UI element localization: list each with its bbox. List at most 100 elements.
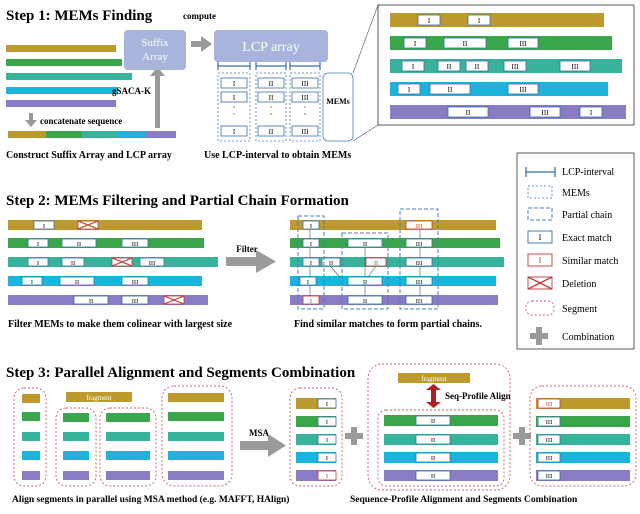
step2-caption-left: Filter MEMs to make them colinear with l… — [8, 319, 233, 330]
legend-chain-label: Partial chain — [562, 210, 612, 221]
svg-text:III: III — [546, 437, 553, 444]
svg-text:II: II — [329, 260, 333, 267]
svg-text:II: II — [363, 279, 367, 286]
svg-text:I: I — [310, 298, 312, 305]
gsaca-arrow — [150, 67, 165, 128]
filter-arrow — [226, 250, 276, 273]
partial-chains — [297, 208, 439, 310]
svg-text:III: III — [416, 298, 423, 305]
svg-text:III: III — [520, 40, 528, 48]
legend-chain-icon — [527, 207, 553, 221]
svg-text:I: I — [326, 473, 328, 480]
svg-text:II: II — [448, 86, 453, 94]
legend-lcp-icon — [525, 167, 556, 177]
step2-title: Step 2: MEMs Filtering and Partial Chain… — [6, 193, 350, 209]
filter-label: Filter — [236, 244, 258, 254]
legend-similar-icon — [527, 253, 553, 267]
suffix-array-box — [124, 30, 186, 70]
step3-fragment-label: fragment — [86, 394, 111, 402]
svg-text:III: III — [132, 241, 139, 248]
svg-text:I: I — [478, 17, 481, 25]
svg-text:I: I — [326, 455, 328, 462]
svg-text:III: III — [546, 473, 553, 480]
concatenated-sequence — [8, 131, 176, 138]
step2-filtered-sequences: I I II III I II III I II III II — [8, 220, 218, 305]
svg-text:I: I — [233, 94, 236, 102]
svg-text:·: · — [270, 109, 273, 119]
msa-arrow — [240, 434, 286, 457]
legend-exact-label: Exact match — [562, 233, 612, 244]
svg-text:III: III — [520, 86, 528, 94]
svg-text:I: I — [310, 241, 312, 248]
seq-bar-gold — [6, 45, 116, 52]
svg-text:I: I — [326, 437, 328, 444]
svg-text:III: III — [512, 63, 520, 71]
mem-columns — [217, 72, 321, 142]
svg-text:II: II — [466, 109, 471, 117]
legend-deletion-label: Deletion — [562, 279, 596, 290]
svg-text:I: I — [310, 223, 312, 230]
svg-text:I: I — [539, 256, 542, 265]
svg-text:II: II — [431, 473, 435, 480]
legend-deletion-icon — [527, 276, 553, 290]
svg-text:I: I — [37, 260, 39, 267]
step2-chained-sequences: I III I II III I II II III I II III I II… — [290, 220, 504, 305]
svg-text:I: I — [43, 223, 45, 230]
svg-text:II: II — [269, 94, 274, 102]
svg-text:I: I — [233, 80, 236, 88]
svg-text:II: II — [463, 40, 468, 48]
svg-text:II: II — [475, 63, 480, 71]
svg-text:II: II — [431, 455, 435, 462]
lcp-intervals — [217, 62, 321, 70]
svg-text:II: II — [269, 80, 274, 88]
mems-label-box — [322, 72, 354, 142]
svg-text:·: · — [304, 102, 307, 112]
svg-text:·: · — [270, 102, 273, 112]
suffix-array-label-line1: Suffix — [141, 37, 169, 49]
svg-text:II: II — [431, 437, 435, 444]
legend-similar-label: Similar match — [562, 256, 618, 267]
step3-segment-4 — [161, 385, 233, 487]
seq-bar-purple — [6, 100, 116, 107]
seq-profile-fragment-label: fragment — [421, 375, 446, 383]
compute-label: compute — [183, 11, 216, 21]
svg-text:III: III — [132, 298, 139, 305]
suffix-array-label-line2: Array — [142, 51, 168, 63]
combination-plus-icon-2 — [513, 427, 531, 445]
legend-box — [516, 152, 635, 350]
svg-text:II: II — [374, 260, 378, 267]
legend-mems-icon — [527, 185, 553, 199]
seq-bar-green — [6, 59, 122, 66]
step3-aligned-segment-c: III III III III III — [529, 385, 637, 487]
legend-combination-icon — [530, 327, 548, 345]
svg-text:III: III — [416, 260, 423, 267]
svg-text:I: I — [326, 419, 328, 426]
svg-text:III: III — [416, 279, 423, 286]
svg-text:III: III — [572, 63, 580, 71]
svg-text:I: I — [310, 260, 312, 267]
legend-lcp-label: LCP-interval — [562, 167, 614, 178]
svg-text:I: I — [307, 279, 309, 286]
svg-text:III: III — [546, 401, 553, 408]
lcp-array-box — [214, 30, 328, 62]
svg-text:I: I — [37, 241, 39, 248]
step1-input-sequences — [6, 45, 132, 107]
lcp-array-label: LCP array — [242, 40, 299, 55]
seq-profile-label: Seq-Profile Align — [445, 391, 511, 401]
step3-segment-3 — [99, 407, 157, 487]
svg-text:II: II — [75, 279, 79, 286]
legend-mems-label: MEMs — [562, 188, 590, 199]
svg-text:I: I — [590, 109, 593, 117]
seq-profile-arrow — [426, 384, 441, 408]
gsaca-label: gSACA-K — [112, 86, 151, 96]
concatenate-label: concatenate sequence — [40, 116, 122, 126]
mems-label: MEMs — [326, 97, 350, 106]
svg-text:II: II — [447, 63, 452, 71]
legend-combination-label: Combination — [562, 332, 614, 343]
svg-text:II: II — [363, 241, 367, 248]
compute-arrow — [191, 36, 212, 52]
step1-caption-right: Use LCP-interval to obtain MEMs — [204, 150, 351, 161]
legend-segment-icon — [525, 300, 555, 316]
